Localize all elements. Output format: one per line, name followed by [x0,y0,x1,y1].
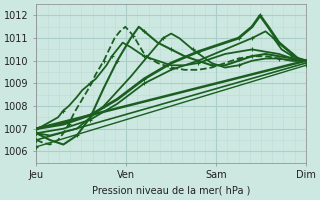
X-axis label: Pression niveau de la mer( hPa ): Pression niveau de la mer( hPa ) [92,186,250,196]
